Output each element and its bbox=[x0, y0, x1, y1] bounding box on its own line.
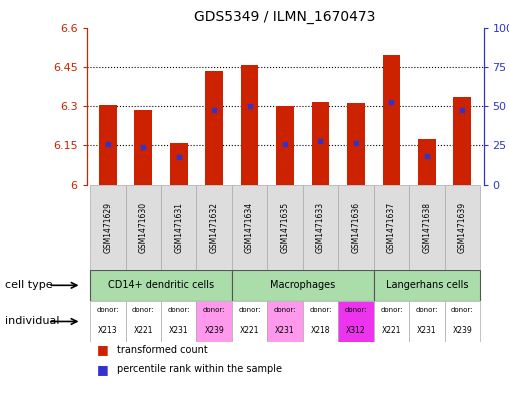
Bar bbox=[374, 185, 409, 270]
Text: X239: X239 bbox=[453, 326, 472, 335]
Bar bbox=[374, 270, 480, 301]
Bar bbox=[126, 301, 161, 342]
Bar bbox=[444, 185, 480, 270]
Text: Langerhans cells: Langerhans cells bbox=[386, 280, 468, 290]
Bar bbox=[232, 301, 267, 342]
Text: donor:: donor: bbox=[345, 307, 367, 313]
Text: donor:: donor: bbox=[167, 307, 190, 313]
Text: X221: X221 bbox=[240, 326, 260, 335]
Bar bbox=[161, 185, 196, 270]
Text: GSM1471631: GSM1471631 bbox=[174, 202, 183, 253]
Bar bbox=[409, 185, 444, 270]
Title: GDS5349 / ILMN_1670473: GDS5349 / ILMN_1670473 bbox=[194, 10, 376, 24]
Bar bbox=[90, 185, 126, 270]
Text: GSM1471634: GSM1471634 bbox=[245, 202, 254, 253]
Text: X231: X231 bbox=[275, 326, 295, 335]
Text: X239: X239 bbox=[204, 326, 224, 335]
Bar bbox=[161, 301, 196, 342]
Text: X218: X218 bbox=[310, 326, 330, 335]
Bar bbox=[90, 270, 232, 301]
Bar bbox=[347, 103, 365, 185]
Text: percentile rank within the sample: percentile rank within the sample bbox=[117, 364, 282, 375]
Bar bbox=[418, 139, 436, 185]
Bar bbox=[444, 301, 480, 342]
Text: GSM1471630: GSM1471630 bbox=[139, 202, 148, 253]
Bar bbox=[303, 185, 338, 270]
Bar bbox=[99, 105, 117, 185]
Bar bbox=[90, 301, 126, 342]
Bar bbox=[267, 301, 303, 342]
Text: donor:: donor: bbox=[380, 307, 403, 313]
Text: X312: X312 bbox=[346, 326, 366, 335]
Text: donor:: donor: bbox=[203, 307, 225, 313]
Text: donor:: donor: bbox=[309, 307, 332, 313]
Text: donor:: donor: bbox=[415, 307, 438, 313]
Text: cell type: cell type bbox=[5, 280, 53, 290]
Bar bbox=[232, 270, 374, 301]
Bar bbox=[454, 97, 471, 185]
Bar bbox=[205, 71, 223, 185]
Text: X231: X231 bbox=[417, 326, 437, 335]
Text: donor:: donor: bbox=[97, 307, 119, 313]
Text: X213: X213 bbox=[98, 326, 118, 335]
Text: X231: X231 bbox=[169, 326, 188, 335]
Text: X221: X221 bbox=[382, 326, 401, 335]
Bar bbox=[338, 185, 374, 270]
Text: donor:: donor: bbox=[132, 307, 155, 313]
Bar bbox=[170, 143, 187, 185]
Bar bbox=[126, 185, 161, 270]
Bar bbox=[276, 106, 294, 185]
Text: GSM1471632: GSM1471632 bbox=[210, 202, 219, 253]
Text: GSM1471629: GSM1471629 bbox=[103, 202, 112, 253]
Text: GSM1471636: GSM1471636 bbox=[351, 202, 360, 253]
Bar bbox=[241, 66, 259, 185]
Bar bbox=[303, 301, 338, 342]
Bar bbox=[232, 185, 267, 270]
Text: GSM1471635: GSM1471635 bbox=[280, 202, 290, 253]
Bar bbox=[383, 55, 400, 185]
Bar bbox=[196, 301, 232, 342]
Text: ■: ■ bbox=[97, 343, 108, 356]
Text: GSM1471639: GSM1471639 bbox=[458, 202, 467, 253]
Text: transformed count: transformed count bbox=[117, 345, 208, 355]
Bar bbox=[267, 185, 303, 270]
Bar bbox=[409, 301, 444, 342]
Text: individual: individual bbox=[5, 316, 60, 327]
Bar bbox=[196, 185, 232, 270]
Text: donor:: donor: bbox=[451, 307, 473, 313]
Bar bbox=[312, 102, 329, 185]
Text: Macrophages: Macrophages bbox=[270, 280, 335, 290]
Text: GSM1471637: GSM1471637 bbox=[387, 202, 396, 253]
Text: donor:: donor: bbox=[238, 307, 261, 313]
Text: donor:: donor: bbox=[274, 307, 296, 313]
Bar bbox=[134, 110, 152, 185]
Bar bbox=[338, 301, 374, 342]
Text: GSM1471638: GSM1471638 bbox=[422, 202, 431, 253]
Text: CD14+ dendritic cells: CD14+ dendritic cells bbox=[108, 280, 214, 290]
Text: ■: ■ bbox=[97, 363, 108, 376]
Text: GSM1471633: GSM1471633 bbox=[316, 202, 325, 253]
Text: X221: X221 bbox=[133, 326, 153, 335]
Bar bbox=[374, 301, 409, 342]
